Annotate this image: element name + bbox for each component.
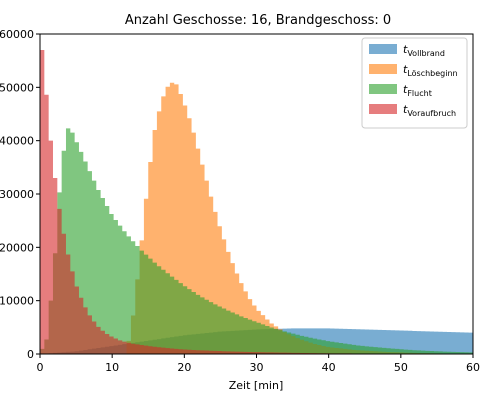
y-tick-label: 10000 [0, 295, 34, 308]
series-voraufbruch-histogram [40, 50, 473, 354]
x-tick-label: 0 [37, 361, 44, 374]
legend-swatch [369, 44, 397, 54]
legend-swatch [369, 104, 397, 114]
x-axis: 0 10 20 30 40 50 60 [37, 354, 480, 374]
x-tick-label: 40 [322, 361, 336, 374]
y-tick-label: 40000 [0, 135, 34, 148]
legend-label: tVoraufbruch [403, 103, 456, 118]
y-tick-label: 50000 [0, 81, 34, 94]
legend-label: tFlucht [403, 83, 432, 98]
y-tick-label: 20000 [0, 241, 34, 254]
chart-title: Anzahl Geschosse: 16, Brandgeschoss: 0 [125, 13, 391, 28]
legend-swatch [369, 64, 397, 74]
x-tick-label: 10 [105, 361, 119, 374]
legend-label: tLöschbeginn [403, 63, 458, 78]
x-tick-label: 20 [177, 361, 191, 374]
x-tick-label: 30 [250, 361, 264, 374]
legend: tVollbrand tLöschbeginn tFlucht tVoraufbruc… [361, 37, 468, 129]
plot-area [40, 50, 473, 355]
y-tick-label: 30000 [0, 188, 34, 201]
x-axis-label: Zeit [min] [229, 379, 284, 392]
y-tick-label: 60000 [0, 28, 34, 41]
legend-label: tVollbrand [403, 43, 445, 58]
legend-swatch [369, 84, 397, 94]
x-tick-label: 50 [394, 361, 408, 374]
series-flucht-histogram [40, 128, 473, 354]
y-tick-label: 0 [27, 348, 34, 361]
x-tick-label: 60 [466, 361, 480, 374]
y-axis: 0 10000 20000 30000 40000 50000 60000 [0, 28, 40, 361]
